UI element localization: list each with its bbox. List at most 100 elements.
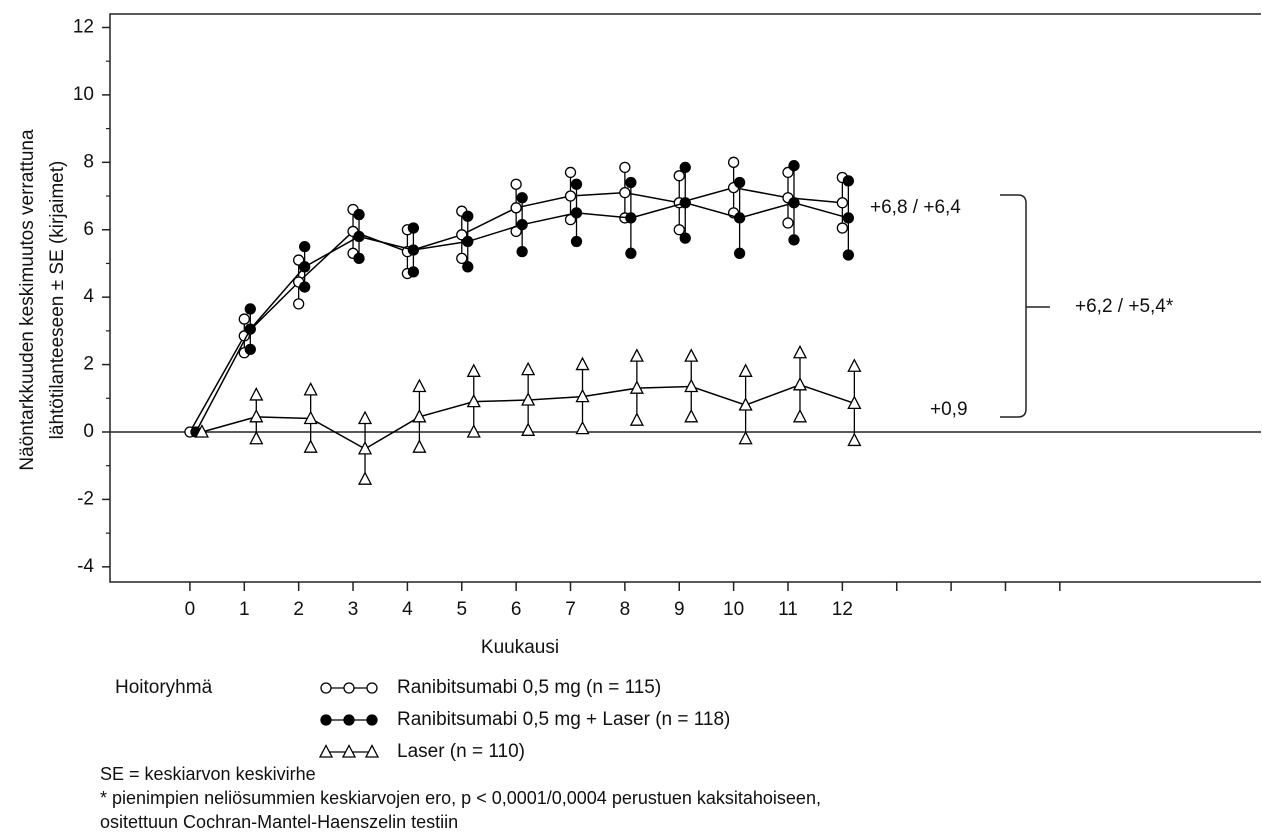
- legend-label: Laser (n = 110): [397, 741, 525, 762]
- x-tick-label: 8: [620, 599, 631, 620]
- y-tick-label: 10: [73, 84, 94, 105]
- error-cap: [679, 232, 691, 244]
- data-point: [466, 393, 481, 408]
- data-point: [412, 408, 427, 423]
- error-cap: [244, 303, 256, 315]
- error-cap: [629, 412, 644, 426]
- error-cap: [299, 281, 311, 293]
- y-tick-label: 8: [83, 151, 94, 172]
- error-cap: [412, 378, 427, 393]
- x-tick-label: 5: [456, 599, 467, 620]
- y-tick-label: 12: [73, 16, 94, 37]
- error-cap: [575, 356, 590, 371]
- x-tick-label: 6: [511, 599, 522, 620]
- error-cap: [353, 252, 365, 265]
- error-cap: [466, 363, 481, 377]
- error-cap: [836, 222, 849, 234]
- error-cap: [842, 175, 855, 187]
- footnote: * pienimpien neliösummien keskiarvojen e…: [100, 788, 821, 808]
- x-tick-label: 4: [402, 599, 413, 620]
- data-point: [521, 392, 536, 406]
- data-point: [788, 197, 800, 209]
- error-cap: [792, 408, 808, 423]
- error-cap: [407, 266, 420, 278]
- x-tick-label: 2: [293, 599, 304, 620]
- plot-frame: [109, 13, 1261, 583]
- error-cap: [293, 298, 305, 310]
- x-axis-label: Kuukausi: [481, 637, 559, 658]
- y-tick-label: -4: [77, 556, 94, 577]
- error-cap: [357, 471, 373, 485]
- y-tick-label: 6: [83, 219, 94, 240]
- data-point: [629, 380, 644, 394]
- error-cap: [412, 439, 427, 453]
- data-point: [357, 440, 373, 455]
- y-tick-label: 0: [83, 421, 94, 442]
- error-cap: [303, 439, 318, 453]
- legend-marker: [366, 714, 378, 726]
- data-point: [792, 376, 808, 391]
- error-cap: [629, 348, 644, 362]
- error-cap: [238, 313, 250, 325]
- data-point: [194, 424, 209, 438]
- y-axis-label: Näöntarkkuuden keskimuutos verrattuna: [17, 129, 38, 471]
- data-point: [462, 235, 474, 248]
- error-cap: [792, 344, 808, 359]
- legend-title: Hoitoryhmä: [115, 677, 213, 698]
- data-point: [299, 261, 311, 273]
- data-point: [407, 244, 420, 256]
- data-point: [842, 212, 855, 224]
- y-axis-label: lähtötilanteeseen ± SE (kirjaimet): [47, 161, 68, 440]
- error-cap: [842, 249, 855, 261]
- error-cap: [575, 420, 590, 435]
- error-cap: [299, 240, 311, 253]
- legend-marker: [343, 682, 355, 694]
- data-point: [516, 219, 528, 231]
- error-cap: [516, 192, 528, 204]
- error-cap: [521, 361, 536, 376]
- error-cap: [456, 252, 468, 265]
- legend-marker: [366, 682, 378, 694]
- x-tick-label: 0: [185, 599, 196, 620]
- data-point: [684, 378, 699, 393]
- error-cap: [738, 363, 753, 377]
- error-cap: [727, 156, 740, 168]
- data-point: [303, 410, 318, 425]
- legend-marker: [343, 714, 355, 726]
- legend-label: Ranibitsumabi 0,5 mg + Laser (n = 118): [397, 709, 730, 730]
- error-cap: [244, 343, 256, 356]
- error-cap: [570, 178, 583, 190]
- data-point: [738, 397, 753, 411]
- x-tick-label: 1: [239, 599, 250, 620]
- error-cap: [625, 247, 637, 259]
- error-cap: [516, 245, 528, 258]
- data-point: [564, 190, 577, 202]
- error-cap: [738, 430, 753, 445]
- error-cap: [619, 161, 631, 174]
- annotation: +6,8 / +6,4: [870, 197, 961, 218]
- error-cap: [570, 235, 583, 248]
- error-cap: [847, 358, 862, 372]
- data-point: [510, 202, 522, 214]
- error-cap: [407, 222, 420, 234]
- error-cap: [462, 261, 474, 273]
- legend-marker: [320, 682, 332, 694]
- data-point: [847, 395, 862, 409]
- data-point: [625, 212, 637, 224]
- x-tick-label: 3: [348, 599, 359, 620]
- annotation: +6,2 / +5,4*: [1075, 296, 1174, 317]
- data-point: [570, 207, 583, 219]
- legend-marker: [341, 744, 357, 758]
- y-tick-label: -2: [77, 488, 94, 509]
- data-point: [575, 388, 590, 403]
- annotation: +0,9: [930, 399, 968, 420]
- footnote: ositettuun Cochran-Mantel-Haenszelin tes…: [100, 812, 458, 832]
- error-cap: [733, 247, 746, 259]
- x-tick-label: 10: [723, 599, 744, 620]
- footnote: SE = keskiarvon keskivirhe: [100, 764, 316, 784]
- x-tick-label: 12: [832, 599, 853, 620]
- error-cap: [788, 160, 800, 172]
- error-cap: [788, 234, 800, 246]
- data-point: [836, 197, 849, 209]
